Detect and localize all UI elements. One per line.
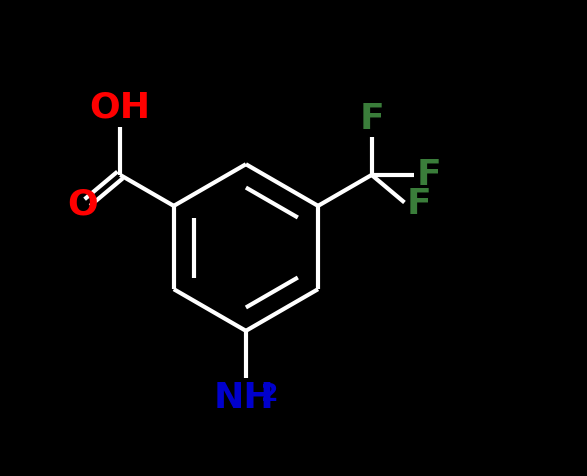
Text: OH: OH: [90, 91, 151, 125]
Text: F: F: [407, 187, 431, 221]
Text: F: F: [359, 102, 384, 136]
Text: F: F: [417, 158, 441, 192]
Text: O: O: [68, 188, 98, 222]
Text: 2: 2: [261, 382, 278, 406]
Text: NH: NH: [213, 381, 274, 415]
